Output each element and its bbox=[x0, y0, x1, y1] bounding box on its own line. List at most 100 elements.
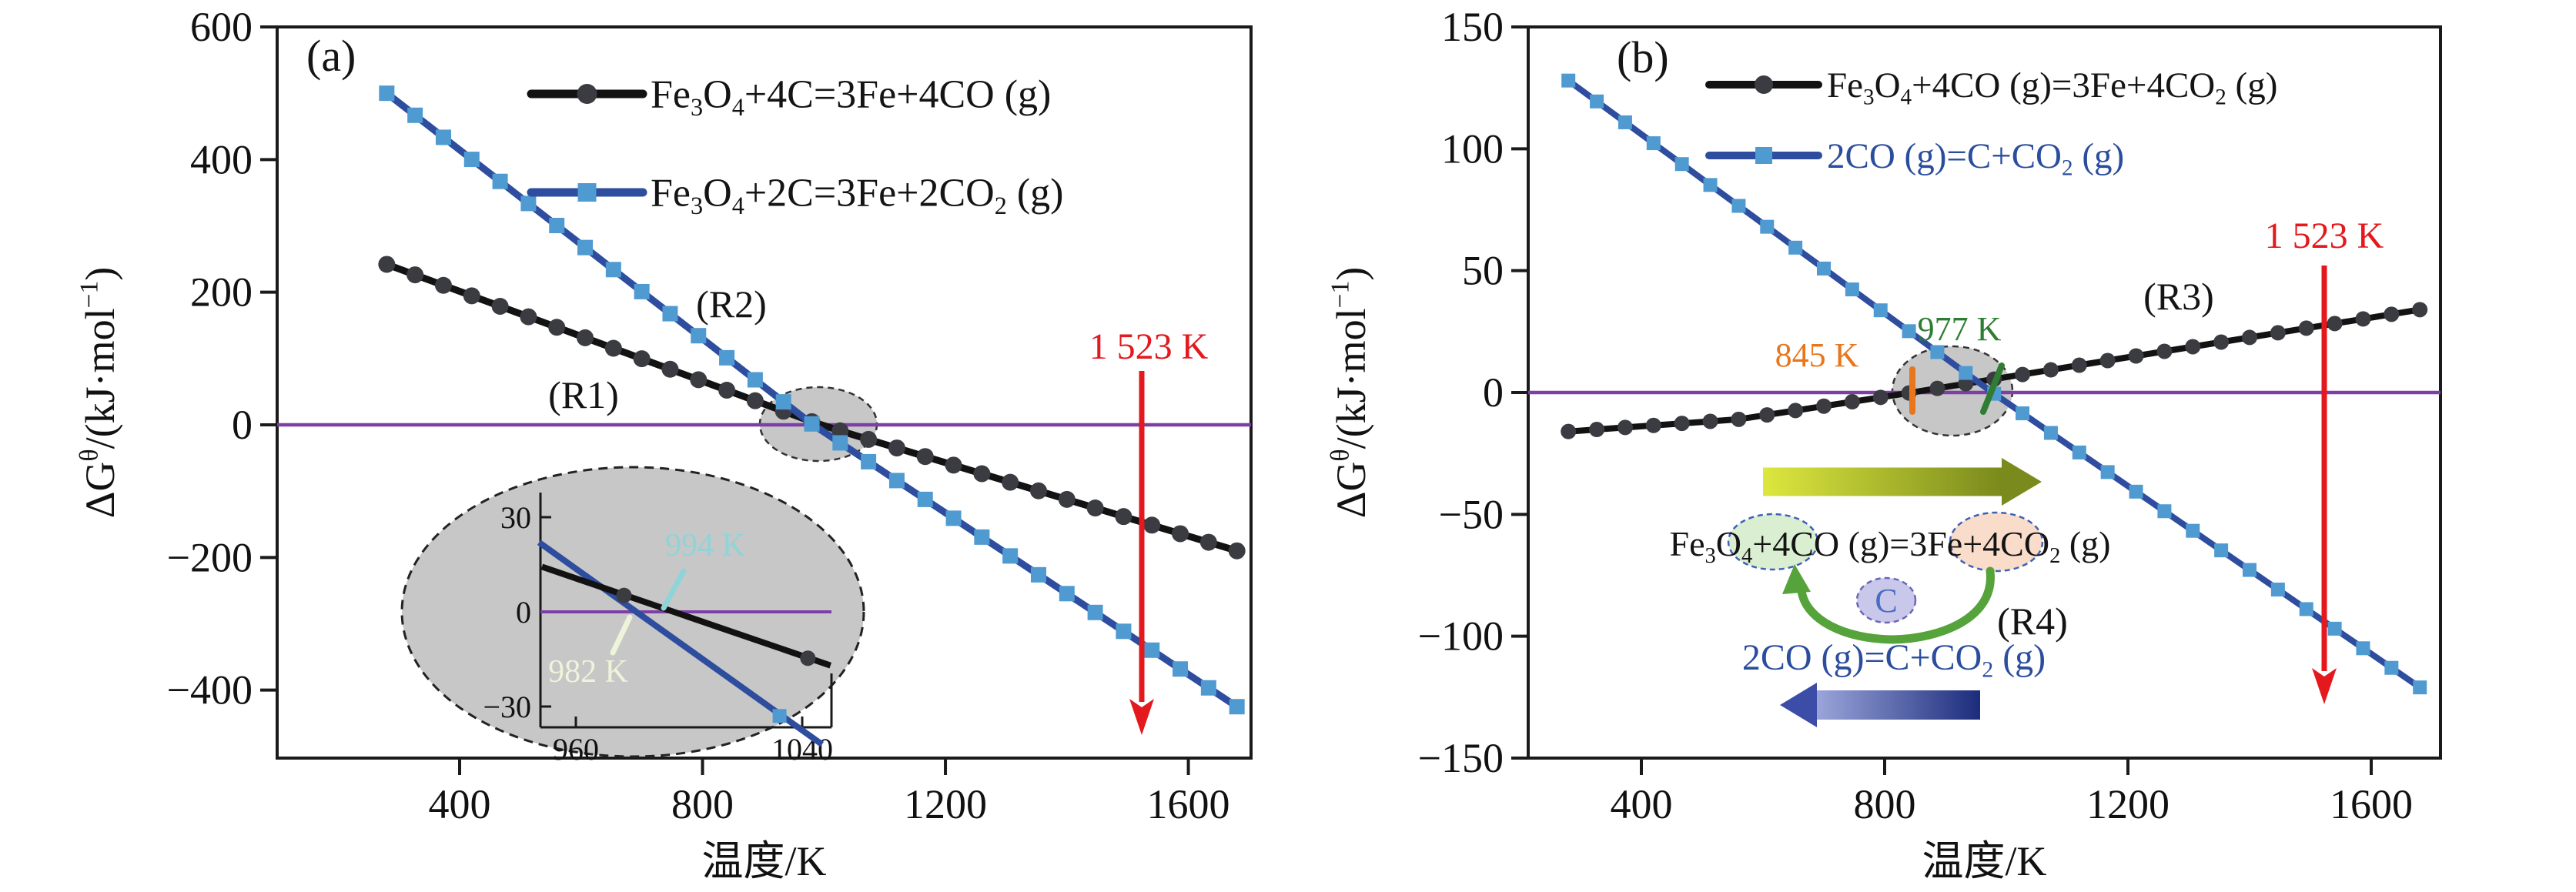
legend-label-r3: Fe3O4+4CO (g)=3Fe+4CO2 (g) bbox=[1827, 65, 2277, 109]
series-r4-marker bbox=[1902, 324, 1916, 339]
forward-direction-arrowhead bbox=[2002, 458, 2042, 506]
series-r1-marker bbox=[406, 266, 424, 284]
series-r1-marker bbox=[1002, 473, 1019, 491]
series-r1-marker bbox=[491, 297, 509, 315]
forward-direction-arrow-body bbox=[1763, 467, 2002, 496]
series-r2-marker bbox=[1030, 566, 1046, 583]
series-r3-marker bbox=[2242, 329, 2257, 346]
series-r3-marker bbox=[1816, 398, 1832, 414]
series-r1-marker bbox=[1143, 516, 1161, 534]
series-r2-marker bbox=[719, 349, 735, 366]
series-r4-marker bbox=[2243, 563, 2257, 577]
series-r4-marker bbox=[1731, 199, 1746, 213]
inset-994-label: 994 K bbox=[665, 528, 745, 563]
series-r2-marker bbox=[407, 107, 423, 123]
series-r3-marker bbox=[1645, 417, 1661, 433]
series-r3-marker bbox=[1561, 423, 1577, 439]
series-r2-marker bbox=[1144, 642, 1160, 658]
series-r2-marker bbox=[549, 217, 565, 233]
series-r2-marker bbox=[1229, 699, 1245, 715]
series-r3-marker bbox=[2071, 357, 2087, 373]
series-r1-marker bbox=[945, 456, 962, 474]
series-r1-marker bbox=[1172, 525, 1189, 543]
legend-label-r4: 2CO (g)=C+CO2 (g) bbox=[1827, 136, 2124, 180]
series-r1-marker bbox=[633, 350, 651, 368]
y-axis-label: ΔGθ/(kJ·mol−1) bbox=[1326, 267, 1374, 518]
series-r4-marker bbox=[1817, 261, 1831, 276]
series-r1-marker bbox=[1199, 533, 1217, 551]
inset-y-tick-label: 30 bbox=[500, 500, 531, 535]
panel-a: 600 400 200 0 −200 −400 400 800 1200 1600 温度/K ΔGθ/… bbox=[75, 4, 1253, 884]
series-r2-marker bbox=[492, 173, 508, 189]
series-r2-marker bbox=[861, 453, 877, 469]
series-r2-marker bbox=[1059, 586, 1075, 602]
y-tick-label: 600 bbox=[190, 4, 253, 50]
series-r3-marker bbox=[2213, 334, 2230, 350]
series-r3-marker bbox=[2156, 343, 2173, 359]
series-r1-marker bbox=[888, 439, 905, 457]
series-r4-marker bbox=[2043, 426, 2058, 440]
inset-r2-marker bbox=[772, 709, 787, 723]
series-r1-marker bbox=[746, 392, 764, 409]
callout-k977-mark bbox=[1980, 362, 2005, 415]
series-r3-marker bbox=[2270, 325, 2286, 341]
legend-marker-r1 bbox=[577, 84, 597, 104]
series-r4-marker bbox=[1646, 136, 1661, 151]
product-highlight-ellipse bbox=[1949, 511, 2044, 573]
series-r2-marker bbox=[888, 473, 905, 489]
inset-982-arrow bbox=[610, 614, 633, 656]
legend-marker-r4 bbox=[1755, 147, 1772, 164]
series-r2-marker bbox=[917, 491, 933, 507]
y-tick-label: −200 bbox=[167, 534, 253, 580]
series-r3-marker bbox=[2185, 339, 2201, 355]
carbon-cycle-arrowhead bbox=[1782, 564, 1811, 594]
panel-b: 150 100 50 0 −50 −100 −150 400 800 1200 1600 温度/K ΔG… bbox=[1326, 4, 2442, 884]
series-r3-marker bbox=[2042, 362, 2059, 378]
panel-tag: (a) bbox=[306, 31, 356, 81]
legend-marker-r3 bbox=[1755, 75, 1773, 94]
y-tick-label: 50 bbox=[1462, 248, 1504, 294]
inset-r1-marker bbox=[800, 650, 816, 666]
series-r4-marker bbox=[2327, 621, 2342, 636]
y-tick-label: 150 bbox=[1441, 4, 1504, 50]
carbon-circle bbox=[1855, 576, 1917, 624]
inset-y-tick-label: 0 bbox=[516, 595, 531, 630]
series-r3-marker bbox=[1844, 394, 1860, 410]
series-r2-marker bbox=[974, 529, 990, 545]
series-r3-marker bbox=[2099, 352, 2116, 369]
curve-label-r3: (R3) bbox=[2143, 275, 2214, 318]
red-1523k-arrowhead bbox=[1129, 699, 1154, 735]
series-r3-marker bbox=[1929, 380, 1945, 396]
series-r4-marker bbox=[1873, 303, 1888, 318]
y-tick-label: −100 bbox=[1418, 613, 1504, 660]
series-r2-marker bbox=[605, 262, 621, 278]
legend-label-r2: Fe3O4+2C=3Fe+2CO2 (g) bbox=[651, 172, 1063, 219]
series-r2-marker bbox=[804, 416, 820, 432]
series-r1-marker bbox=[1086, 499, 1104, 517]
panel-tag: (b) bbox=[1617, 32, 1669, 82]
series-r1-marker bbox=[831, 422, 849, 439]
series-r4-marker bbox=[2157, 504, 2172, 519]
series-r1-marker bbox=[577, 329, 594, 346]
x-tick-label: 1200 bbox=[904, 781, 987, 827]
series-r1-marker bbox=[690, 371, 708, 389]
series-r3-marker bbox=[1788, 403, 1804, 419]
series-r4-marker bbox=[2186, 523, 2200, 538]
inset-x-tick-label: 960 bbox=[553, 732, 599, 767]
series-r3-marker bbox=[2327, 316, 2343, 332]
series-r3-marker bbox=[1731, 411, 1747, 427]
callout-k977-label: 977 K bbox=[1918, 310, 2002, 348]
series-r1-marker bbox=[520, 308, 537, 326]
y-tick-label: −150 bbox=[1418, 735, 1504, 781]
series-r1-marker bbox=[1058, 490, 1076, 508]
series-r4-marker bbox=[2384, 660, 2399, 675]
series-r4-marker bbox=[1959, 366, 1973, 380]
series-r4-marker bbox=[1845, 282, 1859, 297]
red-1523k-label: 1 523 K bbox=[1089, 326, 1209, 367]
x-tick-label: 1600 bbox=[1147, 781, 1230, 827]
series-r1-marker bbox=[1228, 542, 1246, 560]
x-axis-label: 温度/K bbox=[702, 838, 827, 884]
y-tick-label: −50 bbox=[1439, 491, 1504, 537]
